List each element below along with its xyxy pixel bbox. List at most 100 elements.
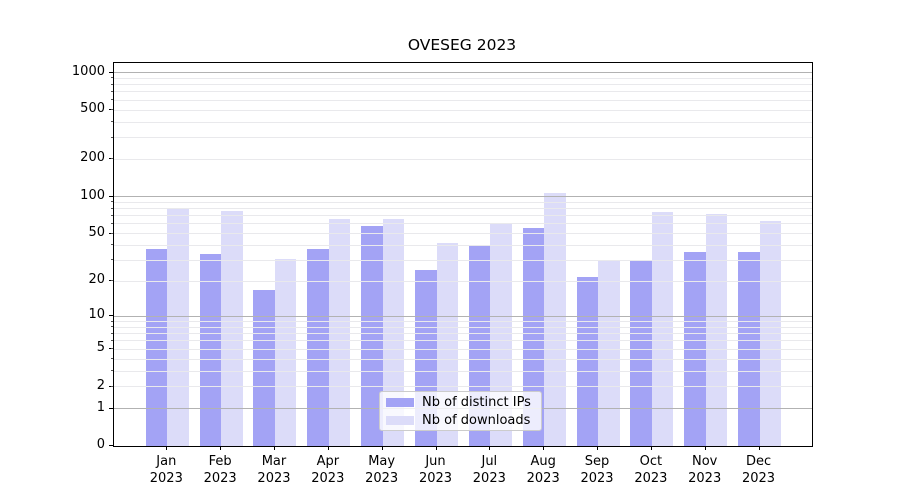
bar-apr-distinct-ips [307, 249, 329, 446]
y-minor-tick-900 [111, 77, 113, 79]
gridline-6 [114, 340, 812, 342]
y-tick-10 [109, 315, 113, 317]
x-tick-feb [220, 446, 222, 450]
legend-swatch-downloads [386, 415, 414, 425]
x-tick-label-aug: Aug 2023 [526, 454, 560, 486]
x-tick-aug [543, 446, 545, 450]
y-minor-tick-20 [111, 280, 113, 282]
y-tick-label-100: 100 [80, 187, 105, 203]
bar-mar-distinct-ips [253, 289, 275, 446]
x-tick-sep [597, 446, 599, 450]
y-tick-label-50: 50 [88, 224, 105, 240]
y-minor-tick-8 [111, 326, 113, 328]
legend-label-downloads: Nb of downloads [422, 412, 531, 428]
gridline-40 [114, 244, 812, 246]
bar-feb-downloads [221, 210, 243, 446]
x-tick-jan [166, 446, 168, 450]
y-minor-tick-200 [111, 158, 113, 160]
gridline-7 [114, 333, 812, 335]
y-minor-tick-80 [111, 207, 113, 209]
bar-nov-downloads [705, 214, 728, 446]
x-tick-label-nov: Nov 2023 [688, 454, 722, 486]
y-minor-tick-400 [111, 121, 113, 123]
gridline-90 [114, 201, 812, 203]
y-minor-tick-7 [111, 332, 113, 334]
gridline-3 [114, 370, 812, 372]
y-tick-label-1: 1 [96, 399, 105, 415]
y-tick-label-20: 20 [88, 272, 105, 288]
y-tick-0 [109, 445, 113, 446]
y-minor-tick-700 [111, 90, 113, 92]
y-minor-tick-4 [111, 358, 113, 360]
legend: Nb of distinct IPs Nb of downloads [379, 391, 542, 431]
bar-aug-downloads [544, 192, 566, 446]
gridline-200 [114, 158, 812, 160]
y-minor-tick-40 [111, 244, 113, 246]
x-tick-apr [327, 446, 329, 450]
y-tick-label-1000: 1000 [71, 63, 105, 79]
y-tick-1 [109, 407, 113, 409]
bar-oct-downloads [651, 211, 674, 446]
y-minor-tick-9 [111, 320, 113, 322]
x-tick-mar [273, 446, 275, 450]
y-minor-tick-500 [111, 109, 113, 111]
plot-area [113, 62, 813, 447]
y-minor-tick-60 [111, 222, 113, 224]
x-tick-label-dec: Dec 2023 [741, 454, 776, 486]
gridline-10 [114, 315, 812, 317]
gridline-50 [114, 233, 812, 235]
y-tick-label-10: 10 [88, 307, 105, 323]
gridline-500 [114, 109, 812, 111]
gridline-60 [114, 223, 812, 225]
x-tick-label-feb: Feb 2023 [203, 454, 237, 486]
y-minor-tick-90 [111, 201, 113, 203]
x-tick-dec [758, 446, 760, 450]
x-tick-label-may: May 2023 [365, 454, 399, 486]
y-tick-label-5: 5 [96, 340, 105, 356]
legend-item-downloads: Nb of downloads [386, 413, 535, 428]
x-tick-jun [435, 446, 437, 450]
legend-label-distinct-ips: Nb of distinct IPs [422, 394, 531, 410]
bar-apr-downloads [328, 218, 351, 446]
gridline-800 [114, 84, 812, 86]
legend-swatch-distinct-ips [386, 397, 414, 407]
bar-sep-downloads [598, 260, 620, 446]
y-minor-tick-30 [111, 259, 113, 261]
y-minor-tick-300 [111, 136, 113, 138]
legend-item-distinct-ips: Nb of distinct IPs [386, 395, 535, 410]
x-tick-label-apr: Apr 2023 [311, 454, 345, 486]
bar-feb-distinct-ips [199, 253, 222, 446]
x-tick-label-sep: Sep 2023 [580, 454, 614, 486]
gridline-80 [114, 208, 812, 210]
x-tick-label-mar: Mar 2023 [257, 454, 291, 486]
chart-title: OVESEG 2023 [407, 36, 517, 54]
y-minor-tick-3 [111, 370, 113, 372]
gridline-700 [114, 91, 812, 93]
y-minor-tick-6 [111, 339, 113, 341]
y-minor-tick-50 [111, 232, 113, 234]
y-tick-label-2: 2 [96, 377, 105, 393]
gridline-300 [114, 137, 812, 139]
x-tick-label-oct: Oct 2023 [634, 454, 668, 486]
gridline-9 [114, 321, 812, 323]
gridline-70 [114, 215, 812, 217]
y-minor-tick-70 [111, 214, 113, 216]
y-minor-tick-800 [111, 83, 113, 85]
bar-jan-distinct-ips [145, 249, 168, 446]
gridline-5 [114, 348, 812, 350]
gridline-900 [114, 77, 812, 79]
bar-may-downloads [382, 218, 405, 446]
x-tick-nov [704, 446, 706, 450]
gridline-8 [114, 326, 812, 328]
y-minor-tick-600 [111, 99, 113, 101]
bar-jul-downloads [490, 223, 512, 446]
gridline-1000 [114, 72, 812, 74]
y-tick-1000 [109, 71, 113, 73]
gridline-400 [114, 121, 812, 123]
x-tick-label-jan: Jan 2023 [149, 454, 183, 486]
gridline-20 [114, 280, 812, 282]
gridline-2 [114, 386, 812, 388]
bar-mar-downloads [274, 258, 297, 446]
y-tick-100 [109, 195, 113, 197]
